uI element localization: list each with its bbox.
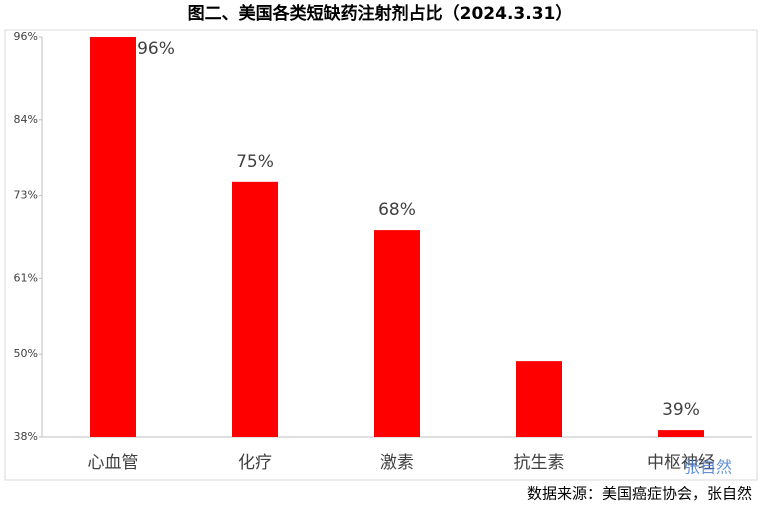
value-label: 68% (378, 200, 416, 220)
x-tick-label: 中枢神经 (647, 453, 715, 473)
x-tick-label: 激素 (380, 453, 414, 473)
y-tick-label: 96% (14, 30, 38, 43)
source-note: 数据来源：美国癌症协会，张自然 (527, 485, 752, 503)
x-tick-label: 心血管 (88, 453, 139, 473)
watermark: 张自然 (684, 458, 732, 477)
value-label: 96% (137, 39, 175, 59)
value-label: 39% (662, 400, 700, 420)
bar (90, 37, 136, 437)
bar (374, 230, 420, 437)
y-tick-label: 61% (14, 271, 38, 284)
y-tick-label: 38% (14, 430, 38, 443)
x-tick-label: 抗生素 (514, 453, 565, 473)
y-tick-label: 73% (14, 189, 38, 202)
value-label: 75% (236, 152, 274, 172)
chart-frame (4, 29, 758, 481)
bar (232, 181, 278, 437)
bar (516, 361, 562, 437)
y-tick-label: 84% (14, 113, 38, 126)
bar (658, 430, 704, 437)
x-tick-label: 化疗 (238, 453, 272, 473)
chart-title: 图二、美国各类短缺药注射剂占比（2024.3.31） (188, 3, 573, 24)
y-tick-label: 50% (14, 347, 38, 360)
